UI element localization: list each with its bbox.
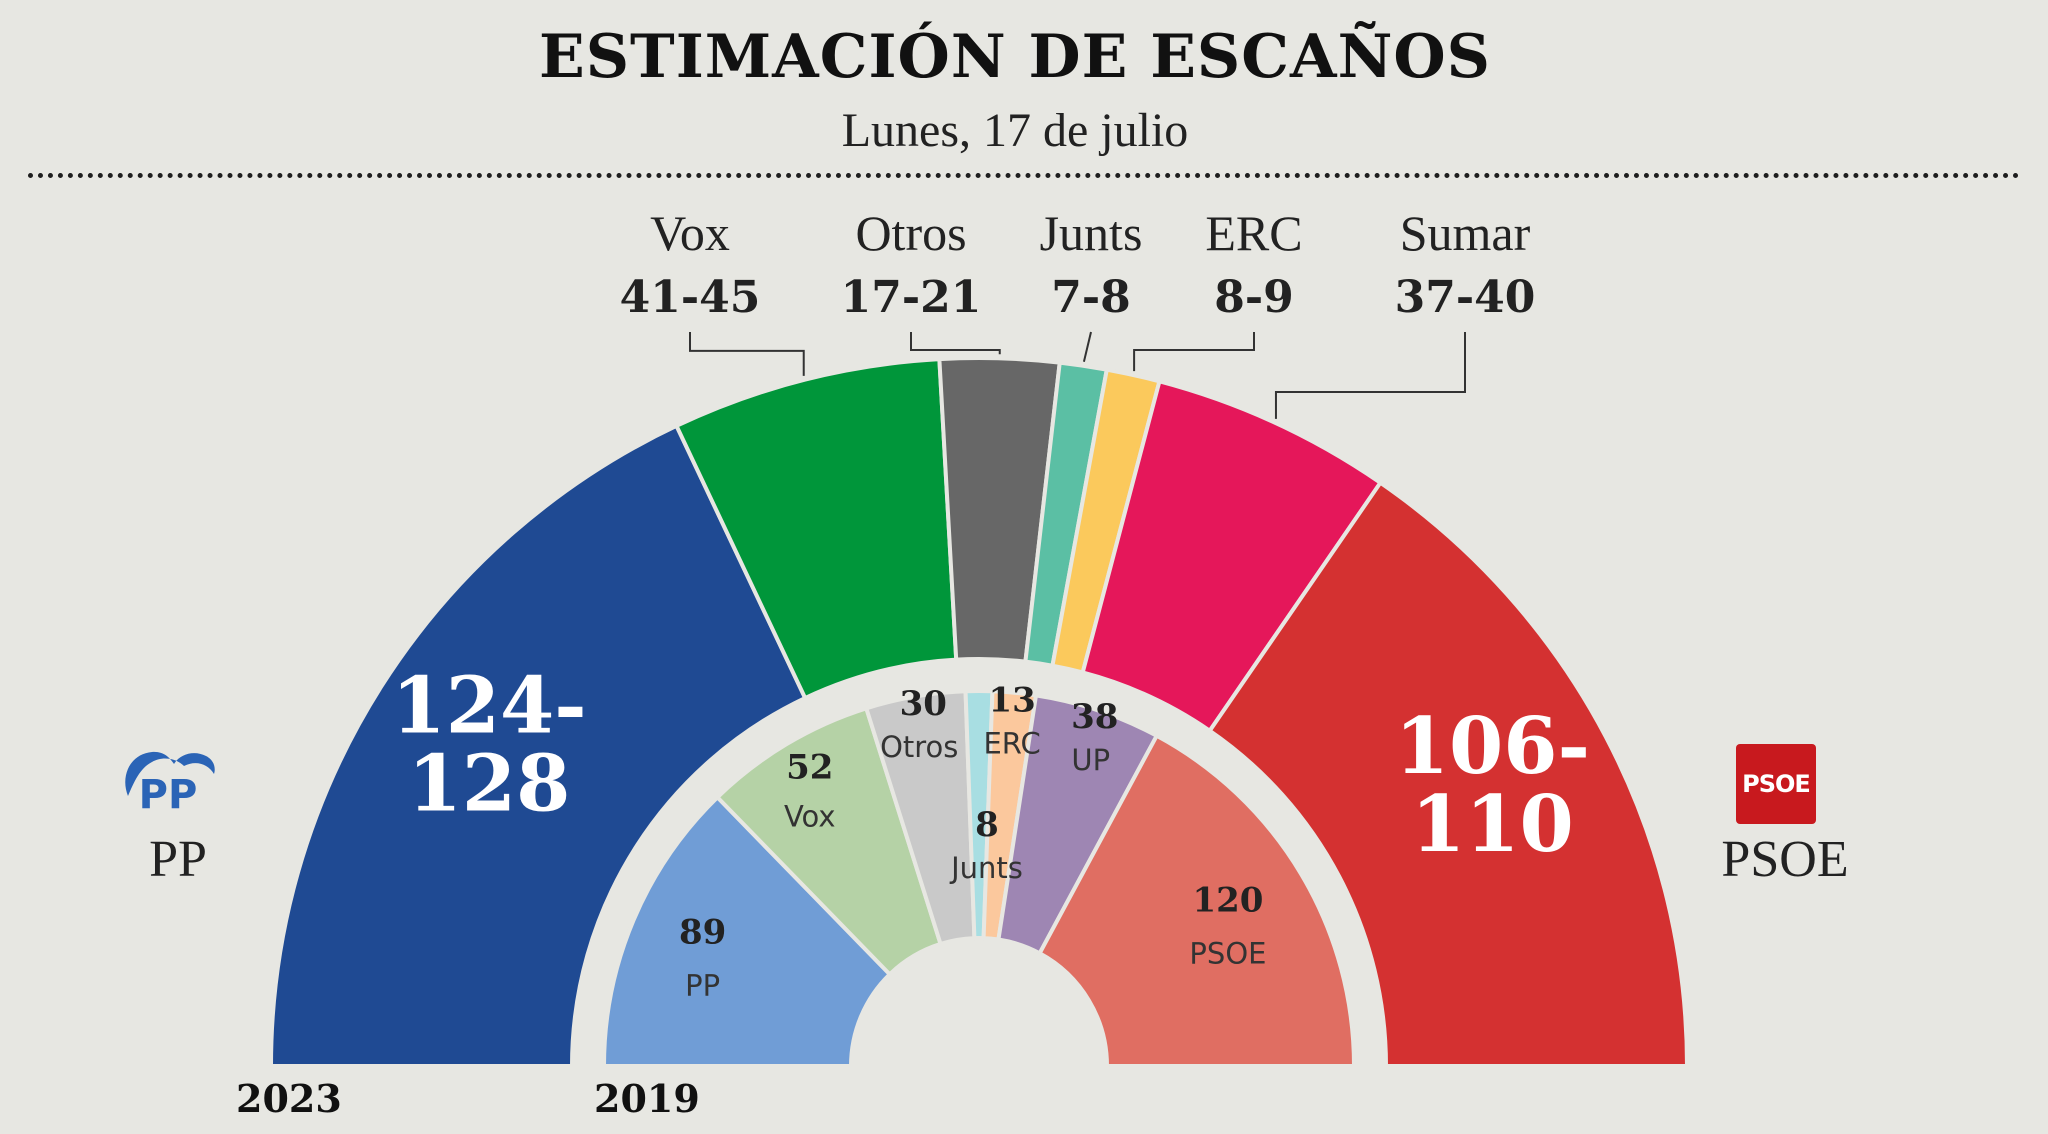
inner-2019-name-erc: ERC (983, 727, 1040, 761)
outer-2023-value-junts: 7-8 (1051, 272, 1131, 323)
inner-ring-2019 (601, 689, 1357, 1068)
pp-logo-text: PP (139, 772, 198, 816)
outer-2023-value-sumar: 37-40 (1395, 272, 1536, 323)
inner-2019-slice-pp (601, 794, 893, 1068)
outer-2023-slice-pp (268, 423, 808, 1068)
outer-2023-name-junts: Junts (1040, 205, 1143, 261)
year-2023-label: 2023 (236, 1076, 342, 1121)
leader-line-vox (689, 332, 805, 376)
inner-2019-value-up: 38 (1071, 697, 1118, 737)
inner-2019-name-otros: Otros (880, 730, 958, 764)
outer-2023-value-otros: 17-21 (841, 272, 982, 323)
inner-2019-value-junts: 8 (975, 805, 999, 845)
outer-2023-label-psoe-line-1: 110 (1411, 779, 1574, 870)
chart-title: ESTIMACIÓN DE ESCAÑOS (538, 22, 1492, 92)
dotted-divider (28, 173, 2020, 178)
leader-line-otros (910, 332, 1001, 355)
outer-2023-value-erc: 8-9 (1214, 272, 1294, 323)
leader-line-sumar (1274, 332, 1466, 419)
inner-2019-name-up: UP (1071, 743, 1110, 777)
outer-2023-value-vox: 41-45 (620, 272, 761, 323)
inner-2019-value-erc: 13 (988, 681, 1035, 721)
outer-2023-label-pp-line-0: 124- (391, 661, 586, 752)
inner-2019-name-vox: Vox (784, 800, 836, 834)
outer-2023-slice-psoe (1206, 479, 1690, 1068)
inner-2019-value-psoe: 120 (1192, 880, 1263, 920)
pp-label: PP (149, 831, 207, 888)
leader-line-erc (1133, 332, 1255, 372)
psoe-label: PSOE (1721, 831, 1849, 888)
year-2019-label: 2019 (594, 1076, 700, 1121)
inner-2019-name-pp: PP (685, 968, 720, 1002)
leader-line-junts (1082, 331, 1092, 363)
pp-logo-icon: PP (125, 751, 215, 816)
psoe-logo-icon: PSOE (1736, 744, 1816, 824)
inner-2019-name-psoe: PSOE (1189, 936, 1266, 970)
inner-2019-value-pp: 89 (679, 912, 726, 952)
chart-subtitle: Lunes, 17 de julio (841, 104, 1189, 157)
outer-2023-label-pp-line-1: 128 (408, 739, 571, 830)
outer-2023-name-vox: Vox (650, 205, 730, 261)
outer-2023-name-otros: Otros (855, 205, 966, 261)
inner-2019-value-vox: 52 (786, 748, 833, 788)
outer-ring-2023 (268, 356, 1690, 1068)
inner-2019-value-otros: 30 (900, 684, 947, 724)
inner-2019-slice-psoe (1036, 733, 1357, 1068)
outer-2023-name-sumar: Sumar (1400, 205, 1531, 261)
slice-labels: 124-128 106-110 Vox 41-45 Otros 17-21 Junts 7-8… (391, 205, 1590, 1002)
inner-2019-name-junts: Junts (949, 851, 1023, 885)
label-leader-lines (689, 331, 1466, 419)
outer-2023-name-erc: ERC (1205, 205, 1302, 261)
outer-2023-label-psoe-line-0: 106- (1395, 701, 1590, 792)
